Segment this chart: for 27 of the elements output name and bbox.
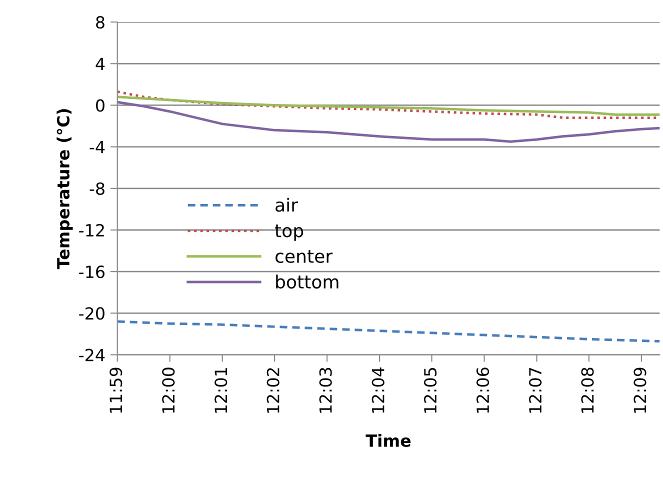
y-tick-label: -4 <box>90 140 105 154</box>
x-tick-label: 12:09 <box>634 368 646 413</box>
x-tick-label: 12:01 <box>214 368 228 413</box>
legend-label: bottom <box>276 274 338 289</box>
x-tick-label: 11:59 <box>110 368 122 413</box>
x-tick-label: 12:00 <box>162 368 175 413</box>
x-tick-label: 12:06 <box>476 368 490 413</box>
x-tick-label: 12:05 <box>424 368 437 413</box>
x-tick-label: 12:07 <box>528 368 542 413</box>
x-axis-title: Time <box>366 434 411 447</box>
x-tick-label: 12:02 <box>266 368 280 413</box>
legend-label: top <box>274 224 304 241</box>
y-tick-label: 4 <box>96 58 105 70</box>
line-series <box>117 320 660 342</box>
legend-label: center <box>275 250 333 264</box>
x-tick-label: 12:04 <box>372 368 384 413</box>
x-tick-label: 12:08 <box>581 368 594 413</box>
y-tick-label: -16 <box>79 266 104 278</box>
y-tick-label: -8 <box>90 182 104 195</box>
y-tick-label: -24 <box>79 348 105 362</box>
y-tick-label: 8 <box>96 16 104 29</box>
legend-label: air <box>276 198 298 212</box>
y-tick-label: -12 <box>79 224 104 236</box>
y-axis-title: Temperature (°C) <box>56 109 73 270</box>
y-tick-label: 0 <box>96 99 104 112</box>
x-tick-label: 12:03 <box>319 368 332 413</box>
y-tick-label: -20 <box>79 307 104 320</box>
